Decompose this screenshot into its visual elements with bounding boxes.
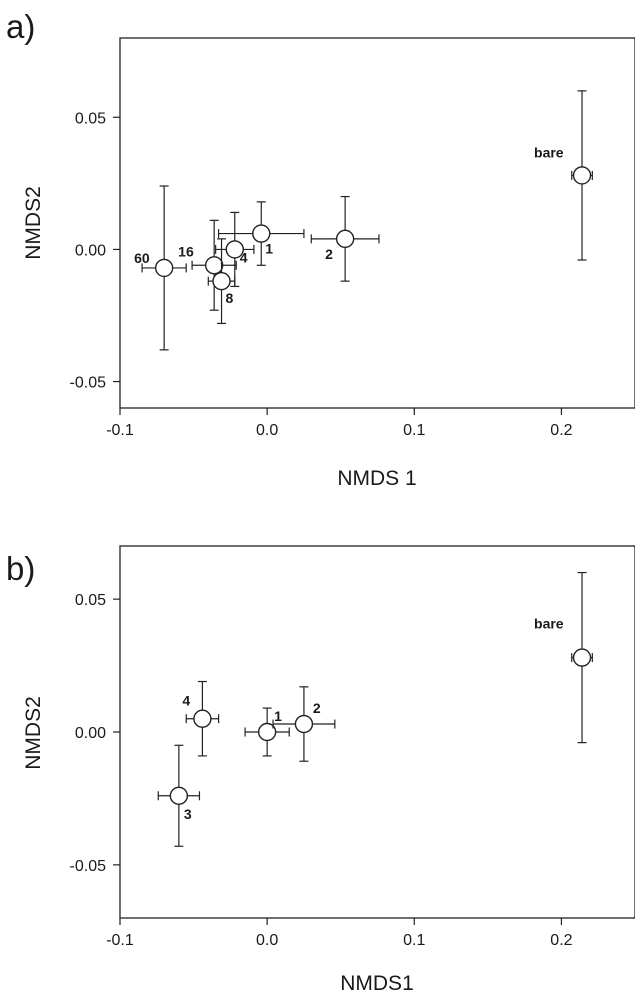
panel-a: a) -0.1 0.0 0.1 0.2 -0.05 0.00 0.05 NMDS 1 NM… <box>6 8 635 490</box>
point-label: 1 <box>265 241 273 257</box>
point-marker <box>572 648 592 667</box>
panel-a-x-axis: -0.1 0.0 0.1 0.2 <box>106 408 573 439</box>
point-label: bare <box>534 616 564 632</box>
point-label: 1 <box>274 708 282 724</box>
point-marker <box>572 166 592 185</box>
point-label: 4 <box>240 249 248 265</box>
x-tick-label: 0.0 <box>256 932 278 949</box>
point-marker <box>212 271 231 291</box>
panel-a-plot-frame <box>119 37 635 409</box>
panel-b-x-axis-title: NMDS1 <box>340 972 414 995</box>
point-marker <box>154 258 174 278</box>
data-point-60: 60 <box>134 185 187 351</box>
point-label: 60 <box>134 250 150 266</box>
data-point-1: 1 <box>244 707 290 757</box>
data-point-4: 4 <box>215 211 255 288</box>
panel-b: b) -0.1 0.0 0.1 0.2 -0.05 0.00 0.05 NMDS1 NMD… <box>6 545 635 995</box>
point-label: 2 <box>325 246 333 262</box>
panel-b-plot-frame <box>119 545 635 919</box>
data-point-2: 2 <box>310 195 380 282</box>
point-marker <box>204 256 224 275</box>
y-tick-label: 0.00 <box>75 725 106 742</box>
point-label: 16 <box>178 243 194 259</box>
y-tick-label: -0.05 <box>70 375 107 392</box>
y-tick-label: 0.05 <box>75 110 106 127</box>
x-tick-label: 0.2 <box>550 932 572 949</box>
point-marker <box>169 786 189 805</box>
panel-b-y-axis: -0.05 0.00 0.05 <box>70 592 120 875</box>
data-point-3: 3 <box>157 744 201 847</box>
data-point-16: 16 <box>178 219 237 311</box>
point-marker <box>252 224 271 243</box>
point-marker <box>193 709 212 728</box>
x-tick-label: 0.2 <box>550 422 572 439</box>
panel-a-letter: a) <box>6 8 35 45</box>
data-point-8: 8 <box>207 238 236 325</box>
panel-b-x-axis: -0.1 0.0 0.1 0.2 <box>106 918 573 949</box>
data-point-1: 1 <box>217 201 305 266</box>
panel-b-series: 3 4 1 2 bare <box>157 571 593 847</box>
x-tick-label: 0.1 <box>403 932 425 949</box>
point-label: 3 <box>184 806 192 822</box>
panel-a-y-axis: -0.05 0.00 0.05 <box>70 110 120 392</box>
point-marker <box>225 240 244 259</box>
x-tick-label: -0.1 <box>106 422 134 439</box>
panel-b-letter: b) <box>6 550 35 587</box>
panel-a-y-axis-title: NMDS2 <box>22 186 45 260</box>
point-label: 2 <box>313 700 321 716</box>
x-tick-label: 0.1 <box>403 422 425 439</box>
data-point-4: 4 <box>182 680 220 757</box>
y-tick-label: 0.00 <box>75 242 106 259</box>
data-point-bare: bare <box>534 90 593 261</box>
x-tick-label: 0.0 <box>256 422 278 439</box>
panel-a-x-axis-title: NMDS 1 <box>337 467 416 490</box>
y-tick-label: -0.05 <box>70 858 107 875</box>
point-label: bare <box>534 144 564 160</box>
x-tick-label: -0.1 <box>106 932 134 949</box>
point-marker <box>257 722 277 742</box>
point-label: 8 <box>226 290 234 306</box>
panel-b-y-axis-title: NMDS2 <box>22 696 45 770</box>
point-label: 4 <box>182 693 190 709</box>
data-point-2: 2 <box>272 686 336 762</box>
data-point-bare: bare <box>534 571 593 744</box>
y-tick-label: 0.05 <box>75 592 106 609</box>
point-marker <box>294 714 314 734</box>
point-marker <box>335 229 355 249</box>
